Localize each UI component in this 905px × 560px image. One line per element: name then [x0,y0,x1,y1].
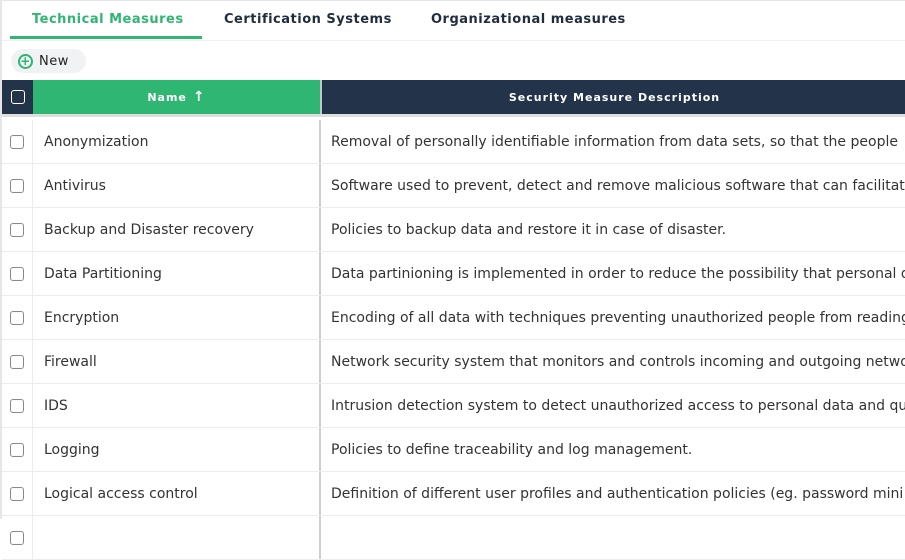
row-description: Network security system that monitors an… [331,353,905,370]
name-column-header[interactable]: Name ↑ [33,80,321,114]
row-checkbox[interactable] [10,530,24,545]
row-checkbox[interactable] [10,486,24,501]
row-checkbox[interactable] [10,354,24,369]
row-select-cell [2,252,33,295]
table-header: Name ↑ Security Measure Description [2,80,905,117]
select-all-checkbox[interactable] [10,90,25,104]
row-select-cell [2,384,33,427]
table-row[interactable]: Data Partitioning Data partinioning is i… [2,252,905,296]
table-row[interactable] [2,516,905,560]
row-name: Encryption [33,296,321,339]
row-description: Intrusion detection system to detect una… [331,397,905,414]
row-description: Definition of different user profiles an… [331,485,904,502]
table-row[interactable]: IDS Intrusion detection system to detect… [2,384,905,428]
new-button-label: New [39,53,69,69]
row-checkbox[interactable] [10,134,24,149]
row-select-cell [2,120,33,163]
active-tab-indicator [10,36,202,39]
tab-technical-measures[interactable]: Technical Measures [32,12,184,27]
row-name: Anonymization [33,120,321,163]
plus-circle-icon: + [18,53,33,69]
tab-certification-systems[interactable]: Certification Systems [224,12,392,27]
tab-organizational-measures[interactable]: Organizational measures [431,12,626,27]
row-checkbox[interactable] [10,398,24,413]
row-name: Logical access control [33,472,321,515]
table-row[interactable]: Logical access control Definition of dif… [2,472,905,516]
row-select-cell [2,208,33,251]
tab-bar: Technical Measures Certification Systems… [2,1,905,41]
row-name: Antivirus [33,164,321,207]
sort-ascending-icon: ↑ [192,89,206,105]
row-select-cell [2,428,33,471]
row-select-cell [2,472,33,515]
table-row[interactable]: Antivirus Software used to prevent, dete… [2,164,905,208]
table-body: Anonymization Removal of personally iden… [2,120,905,560]
row-name [33,516,321,559]
row-name: IDS [33,384,321,427]
row-description: Software used to prevent, detect and rem… [331,177,905,194]
table-row[interactable]: Anonymization Removal of personally iden… [2,120,905,164]
row-description: Removal of personally identifiable infor… [331,133,898,150]
row-description: Encoding of all data with techniques pre… [331,309,905,326]
row-checkbox[interactable] [10,222,24,237]
row-name: Backup and Disaster recovery [33,208,321,251]
table-row[interactable]: Firewall Network security system that mo… [2,340,905,384]
row-checkbox[interactable] [10,178,24,193]
row-description [321,516,905,559]
row-select-cell [2,164,33,207]
table-row[interactable]: Backup and Disaster recovery Policies to… [2,208,905,252]
row-checkbox[interactable] [10,266,24,281]
name-header-label: Name [147,90,187,104]
table-row[interactable]: Logging Policies to define traceability … [2,428,905,472]
row-name: Data Partitioning [33,252,321,295]
select-all-cell [2,80,33,114]
row-select-cell [2,516,33,559]
row-select-cell [2,340,33,383]
description-column-header[interactable]: Security Measure Description [321,80,905,114]
new-button[interactable]: + New [11,49,86,73]
row-checkbox[interactable] [10,442,24,457]
row-description: Policies to backup data and restore it i… [331,221,727,238]
description-header-label: Security Measure Description [508,90,721,104]
row-select-cell [2,296,33,339]
row-description: Data partinioning is implemented in orde… [331,265,905,282]
row-description: Policies to define traceability and log … [331,441,693,458]
row-name: Firewall [33,340,321,383]
row-checkbox[interactable] [10,310,24,325]
table-row[interactable]: Encryption Encoding of all data with tec… [2,296,905,340]
row-name: Logging [33,428,321,471]
